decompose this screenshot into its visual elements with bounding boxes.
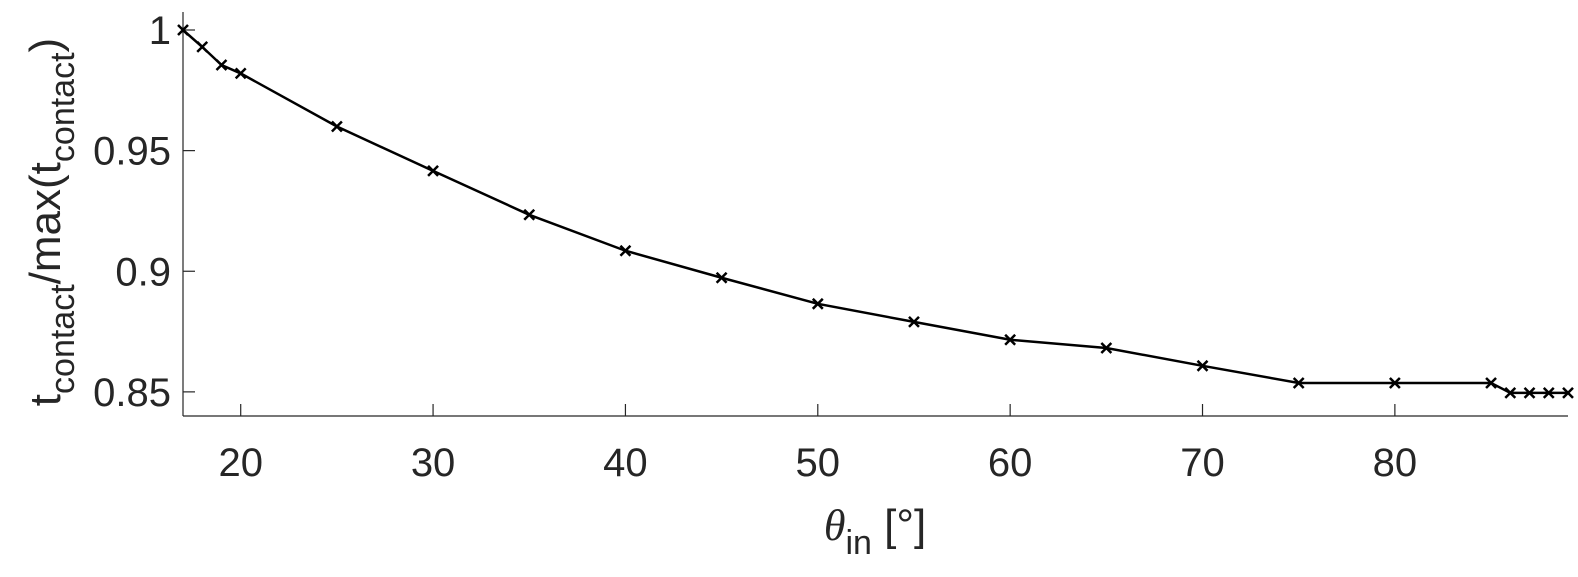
marker: [1388, 377, 1401, 389]
marker: [1196, 359, 1209, 372]
marker: [1485, 377, 1497, 389]
x-tick-label: 80: [1373, 441, 1418, 485]
label-part: θ: [824, 501, 846, 550]
label-part: contact: [44, 284, 82, 394]
data-line: [182, 29, 1568, 395]
x-tick-label: 20: [218, 441, 263, 485]
label-part: /max(t: [21, 162, 70, 284]
y-tick-label: 0.85: [93, 371, 171, 415]
marker: [715, 271, 728, 284]
marker: [523, 208, 536, 221]
marker: [234, 67, 247, 80]
marker: [215, 59, 228, 71]
label-part: contact: [44, 52, 82, 162]
y-axis-label: tcontact/max(tcontact): [21, 38, 82, 406]
label-part: t: [21, 394, 70, 406]
x-tick-label: 60: [988, 441, 1033, 485]
y-tick-label: 0.95: [93, 130, 171, 174]
marker: [811, 297, 824, 310]
marker: [1542, 386, 1555, 399]
y-tick-label: 1: [149, 9, 171, 53]
label-part: [°]: [872, 501, 926, 550]
marker: [1292, 377, 1305, 389]
label-part: ): [21, 38, 70, 53]
marker: [331, 120, 343, 133]
marker: [427, 165, 439, 177]
x-tick-label: 40: [603, 441, 648, 485]
marker: [1562, 386, 1574, 399]
marker: [1504, 386, 1517, 399]
x-tick-label: 70: [1180, 441, 1225, 485]
marker: [908, 316, 920, 328]
marker: [196, 41, 209, 53]
marker: [177, 24, 189, 36]
marker: [1004, 333, 1017, 346]
marker: [1100, 342, 1113, 354]
x-axis-label: θin [°]: [824, 501, 926, 562]
label-part: in: [845, 524, 871, 562]
x-tick-label: 50: [796, 441, 841, 485]
x-tick-label: 30: [411, 441, 456, 485]
y-tick-label: 0.9: [115, 250, 171, 294]
marker: [1523, 386, 1536, 399]
marker: [619, 244, 632, 257]
